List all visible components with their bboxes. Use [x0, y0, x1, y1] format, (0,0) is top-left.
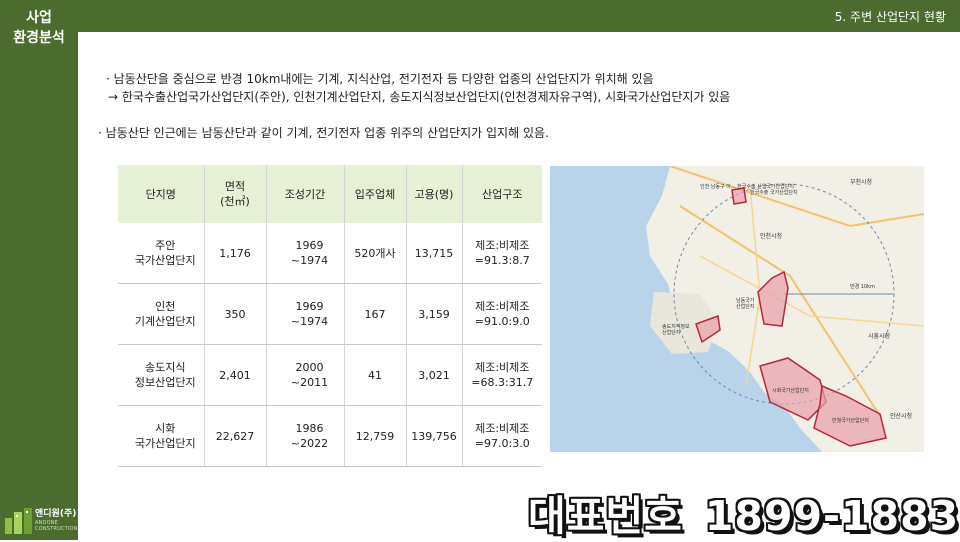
- hotline: 대표번호 1899-1883: [528, 482, 959, 542]
- radius-circle: [673, 183, 895, 405]
- map-label-top-mid: 한국수출 국가산업단지: [750, 189, 798, 196]
- map-sea: [550, 166, 822, 452]
- table-cell-employees: 13,715: [405, 223, 462, 284]
- zone-namdong: [757, 270, 789, 327]
- map-label-siheung-city: 시흥시청: [868, 332, 890, 340]
- table-cell-employees: 139,756: [405, 405, 462, 467]
- map-label-namdong: 남동국가 산업단지: [736, 297, 755, 310]
- map-road: [669, 166, 924, 228]
- table-cell-employees: 3,021: [405, 344, 462, 406]
- map-label-ansan: 안산시청: [890, 412, 912, 420]
- table-cell-area: 350: [203, 283, 266, 345]
- table-cell-period: 1969 ~1974: [265, 283, 344, 345]
- table-cell-name: 인천 기계산업단지: [118, 283, 204, 345]
- sidebar-title-line2: 환경분석: [13, 30, 65, 46]
- zone-songdo: [695, 314, 721, 344]
- bullet-line-2: → 한국수출산업국가산업단지(주안), 인천기계산업단지, 송도지식정보산업단지…: [108, 90, 731, 104]
- map-label-banwol: 반월국가산업단지: [832, 417, 869, 424]
- table-cell-period: 1986 ~2022: [265, 405, 344, 467]
- table-cell-structure: 제조:비제조 =91.3:8.7: [461, 223, 542, 284]
- table-cell-area: 1,176: [203, 223, 266, 284]
- industrial-complex-table: 단지명 면적 (천㎡) 조성기간 입주업체 고용(명) 산업구조 주안 국가산업단지 1,176…: [118, 165, 542, 467]
- table-header-cell: 산업구조: [461, 165, 542, 223]
- bullet-line-3: · 남동산단 인근에는 남동산단과 같이 기계, 전기전자 업종 위주의 산업단…: [98, 126, 549, 140]
- table-header-cell: 고용(명): [405, 165, 462, 223]
- top-bar: 5. 주변 산업단지 현황: [78, 0, 960, 32]
- table-cell-structure: 제조:비제조 =91.0:9.0: [461, 283, 542, 345]
- section-title: 5. 주변 산업단지 현황: [834, 10, 946, 24]
- table-cell-companies: 167: [343, 283, 406, 345]
- table-cell-area: 22,627: [203, 405, 266, 467]
- table-cell-period: 2000 ~2011: [265, 344, 344, 406]
- table-cell-name: 시화 국가산업단지: [118, 405, 204, 467]
- table-cell-companies: 520개사: [343, 223, 406, 284]
- table-cell-name: 송도지식 정보산업단지: [118, 344, 204, 406]
- table-header-row: 단지명 면적 (천㎡) 조성기간 입주업체 고용(명) 산업구조: [118, 165, 542, 223]
- building-logo-icon: [5, 508, 32, 534]
- table-header-cell: 면적 (천㎡): [203, 165, 266, 223]
- table-cell-companies: 12,759: [343, 405, 406, 467]
- table-row: 인천 기계산업단지 350 1969 ~1974 167 3,159 제조:비제조 =91.0:…: [118, 283, 542, 345]
- logo-subtitle: ANDONE CONSTRUCTION: [35, 520, 78, 532]
- hotline-number: 1899-1883: [704, 492, 960, 540]
- map-label-radius: 반경 10km: [850, 283, 875, 290]
- hotline-label: 대표번호: [528, 492, 683, 540]
- sidebar-title-line1: 사업: [26, 10, 52, 26]
- sidebar-title: 사업 환경분석: [0, 8, 78, 48]
- map-road: [679, 205, 881, 417]
- map-label-top-left: 인천 남동구 이... 한국수출 산업국가산업단지: [700, 183, 794, 190]
- table-header-cell: 단지명: [118, 165, 204, 223]
- bullet-line-1: · 남동산단을 중심으로 반경 10km내에는 기계, 지식산업, 전기전자 등…: [106, 72, 654, 86]
- company-logo: 앤디원(주) ANDONE CONSTRUCTION: [2, 502, 78, 538]
- table-cell-companies: 41: [343, 344, 406, 406]
- table-cell-area: 2,401: [203, 344, 266, 406]
- table-row: 시화 국가산업단지 22,627 1986 ~2022 12,759 139,756 제조:비…: [118, 405, 542, 467]
- table-cell-period: 1969 ~1974: [265, 223, 344, 284]
- sidebar: 사업 환경분석 앤디원(주) ANDONE CONSTRUCTION: [0, 0, 78, 540]
- table-header-cell: 조성기간: [265, 165, 344, 223]
- table-header-cell: 입주업체: [343, 165, 406, 223]
- zone-juan: [731, 187, 747, 205]
- map-label-sihwa: 시화국가산업단지: [772, 387, 809, 394]
- table-cell-employees: 3,159: [405, 283, 462, 345]
- map-label-songdo: 송도지식정보 산업단지: [662, 323, 690, 336]
- table-cell-name: 주안 국가산업단지: [118, 223, 204, 284]
- zone-banwol: [813, 384, 887, 447]
- summary-bullets: · 남동산단을 중심으로 반경 10km내에는 기계, 지식산업, 전기전자 등…: [98, 70, 938, 142]
- area-map: 인천 남동구 이... 한국수출 산업국가산업단지 한국수출 국가산업단지 부천…: [550, 166, 924, 452]
- table-cell-structure: 제조:비제조 =97.0:3.0: [461, 405, 542, 467]
- map-road: [699, 255, 924, 327]
- table-cell-structure: 제조:비제조 =68.3:31.7: [461, 344, 542, 406]
- map-label-incheon-city: 인천시청: [760, 232, 782, 240]
- table-row: 송도지식 정보산업단지 2,401 2000 ~2011 41 3,021 제조:비제조 =68…: [118, 344, 542, 406]
- map-label-top-right: 부천시청: [850, 178, 872, 186]
- logo-name: 앤디원(주): [35, 509, 77, 519]
- table-row: 주안 국가산업단지 1,176 1969 ~1974 520개사 13,715 제조:비제조 =…: [118, 223, 542, 284]
